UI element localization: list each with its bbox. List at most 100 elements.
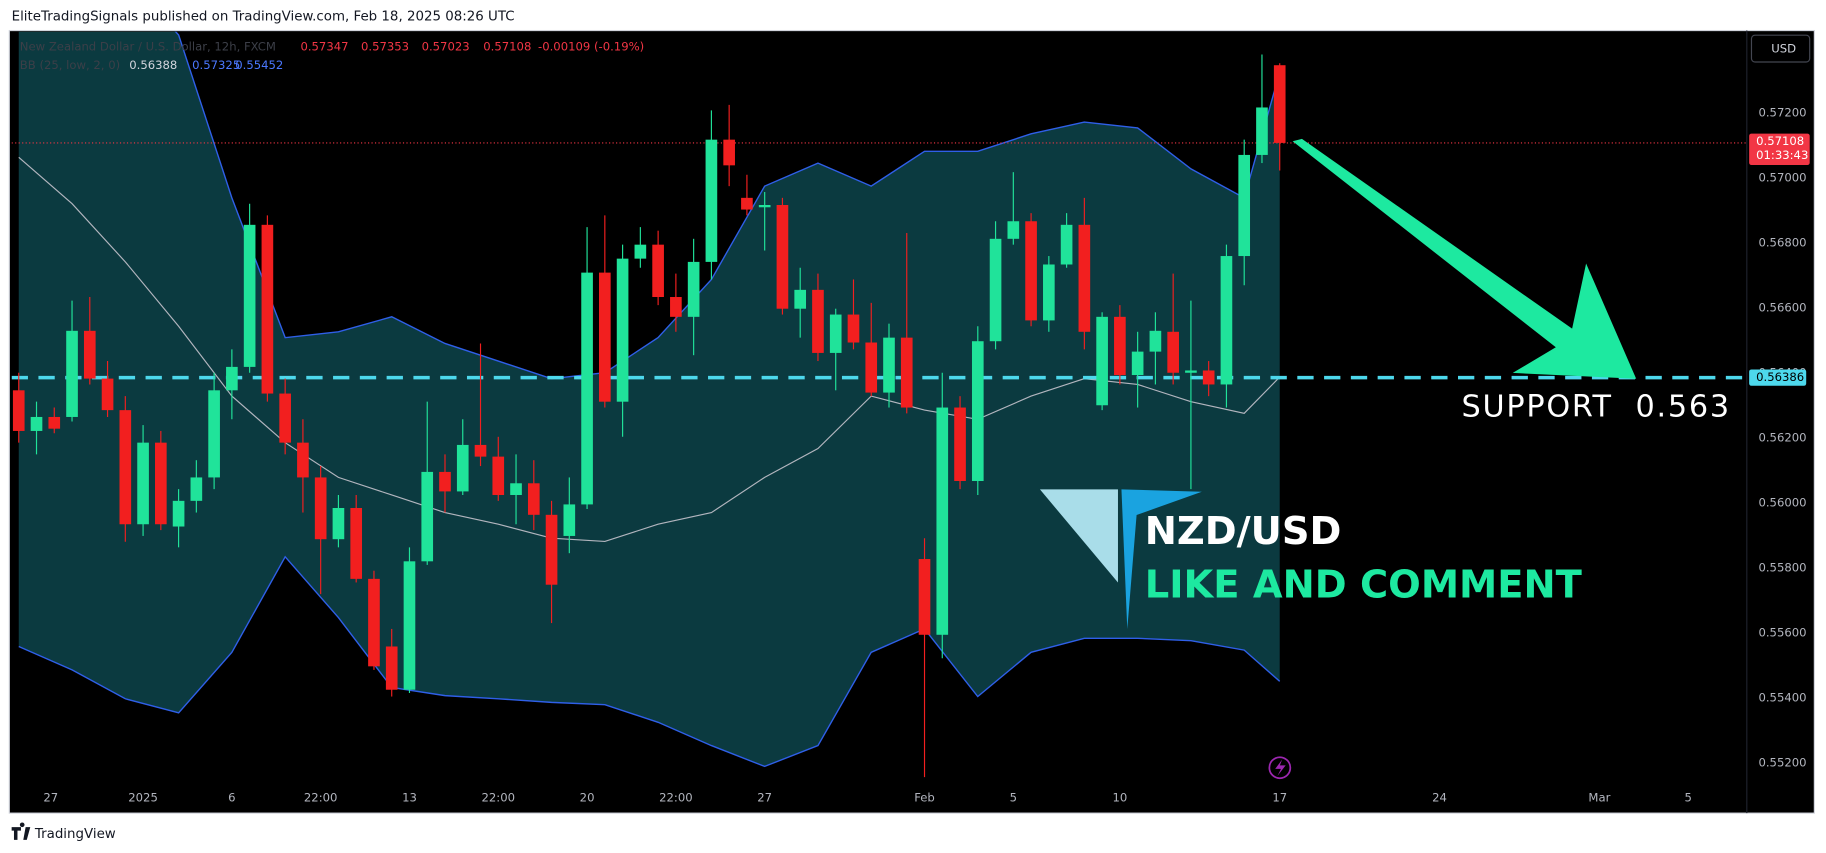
logo-right: [1121, 489, 1202, 630]
bollinger-fill: [18, 31, 1280, 767]
candle-body: [865, 342, 878, 393]
candle-body: [794, 289, 807, 309]
candle-body: [776, 204, 789, 309]
candle-body: [847, 314, 860, 343]
candle-body: [812, 289, 824, 353]
currency-label: USD: [1771, 42, 1796, 56]
publisher-header: EliteTradingSignals published on Trading…: [12, 10, 515, 25]
candle-body: [1238, 154, 1251, 257]
candle-body: [652, 244, 664, 298]
candle-body: [155, 442, 167, 525]
x-tick-label: 10: [1112, 790, 1127, 804]
candle-body: [705, 139, 718, 262]
candle-body: [279, 393, 291, 443]
y-tick-label: 0.56800: [1758, 236, 1806, 250]
y-tick-label: 0.56200: [1758, 431, 1806, 445]
footer-brand: TradingView: [34, 827, 116, 842]
candle-body: [971, 341, 984, 482]
candle-body: [83, 330, 96, 379]
x-tick-label: Feb: [914, 790, 935, 804]
candle-body: [332, 507, 345, 540]
y-tick-label: 0.55600: [1758, 626, 1806, 640]
candle-body: [545, 514, 558, 585]
candle-body: [314, 477, 327, 540]
candle-body: [30, 416, 43, 431]
candle-body: [581, 272, 593, 505]
candle-body: [510, 483, 522, 495]
currency-button[interactable]: [1750, 34, 1811, 63]
candle-body: [1256, 107, 1268, 155]
candle-body: [687, 261, 700, 317]
candle-body: [1060, 224, 1073, 265]
countdown-label: 01:33:43: [1756, 148, 1808, 162]
candle-body: [297, 442, 309, 478]
y-tick-label: 0.55800: [1758, 561, 1806, 575]
support-annotation: SUPPORT 0.563: [1461, 389, 1730, 424]
candle-body: [12, 390, 25, 431]
candle-body: [989, 238, 1002, 342]
candle-body: [954, 407, 966, 482]
candle-body: [1114, 316, 1126, 376]
y-tick-label: 0.55400: [1758, 691, 1806, 705]
candle-body: [368, 578, 380, 667]
x-tick-label: 24: [1432, 790, 1447, 804]
candle-body: [883, 337, 895, 393]
x-tick-label: 13: [402, 790, 417, 804]
candle-body: [758, 204, 771, 208]
legend-bb-upper: 0.57325: [192, 58, 240, 72]
legend-close: 0.57108: [483, 39, 531, 53]
x-tick-label: 27: [43, 790, 58, 804]
candle-body: [723, 139, 735, 166]
candle-body: [1202, 370, 1215, 385]
candle-body: [101, 378, 114, 411]
x-tick-label: 22:00: [482, 790, 516, 804]
candle-body: [261, 224, 274, 394]
cta-annotation: LIKE AND COMMENT: [1145, 563, 1582, 608]
candle-body: [439, 471, 451, 492]
candle-body: [599, 272, 611, 402]
candle-body: [66, 330, 78, 417]
alert-icon[interactable]: [1268, 756, 1292, 780]
candle-body: [1025, 221, 1037, 321]
axes: 0.55200 0.55400 0.55600 0.55800 0.56000 0.562…: [43, 105, 1810, 804]
candle-body: [741, 197, 753, 210]
candle-body: [190, 477, 203, 501]
alert-icon-bolt: [1275, 759, 1286, 776]
candle-body: [243, 224, 256, 367]
x-tick-label: 6: [228, 790, 235, 804]
candle-body: [900, 337, 913, 408]
bollinger-upper: [174, 31, 1281, 380]
candle-body: [616, 258, 629, 402]
legend-low: 0.57023: [422, 39, 470, 53]
x-tick-label: 22:00: [659, 790, 693, 804]
y-tick-label: 0.57200: [1758, 105, 1806, 119]
candle-body: [1078, 224, 1091, 332]
candle-body: [1149, 330, 1162, 352]
candle-body: [492, 456, 505, 495]
x-tick-label: 22:00: [304, 790, 338, 804]
overlay: SUPPORT 0.563 NZD/USD LIKE AND COMMENT N…: [20, 34, 1811, 780]
x-tick-label: 20: [580, 790, 595, 804]
x-tick-label: 17: [1272, 790, 1287, 804]
x-tick-label: 5: [1684, 790, 1691, 804]
y-tick-label: 0.56600: [1758, 301, 1806, 315]
candle-body: [1096, 316, 1108, 406]
legend-bb-basis: 0.56388: [129, 58, 177, 72]
candle-body: [634, 244, 647, 259]
legend-indicator: BB (25, low, 2, 0): [20, 58, 120, 72]
last-price-label: 0.57108: [1756, 134, 1804, 148]
last-price-badge: [1749, 133, 1810, 166]
tv-logo: [11, 822, 31, 840]
legend-bb-lower: 0.55452: [235, 58, 283, 72]
candle-body: [1043, 264, 1055, 321]
candle-body: [385, 646, 398, 690]
candle-body: [829, 314, 842, 353]
candle-body: [1273, 65, 1286, 143]
candle-body: [208, 390, 220, 478]
candle-body: [119, 410, 132, 525]
x-tick-label: Mar: [1588, 790, 1610, 804]
y-tick-label: 0.57000: [1758, 171, 1806, 185]
candle-body: [137, 442, 149, 525]
